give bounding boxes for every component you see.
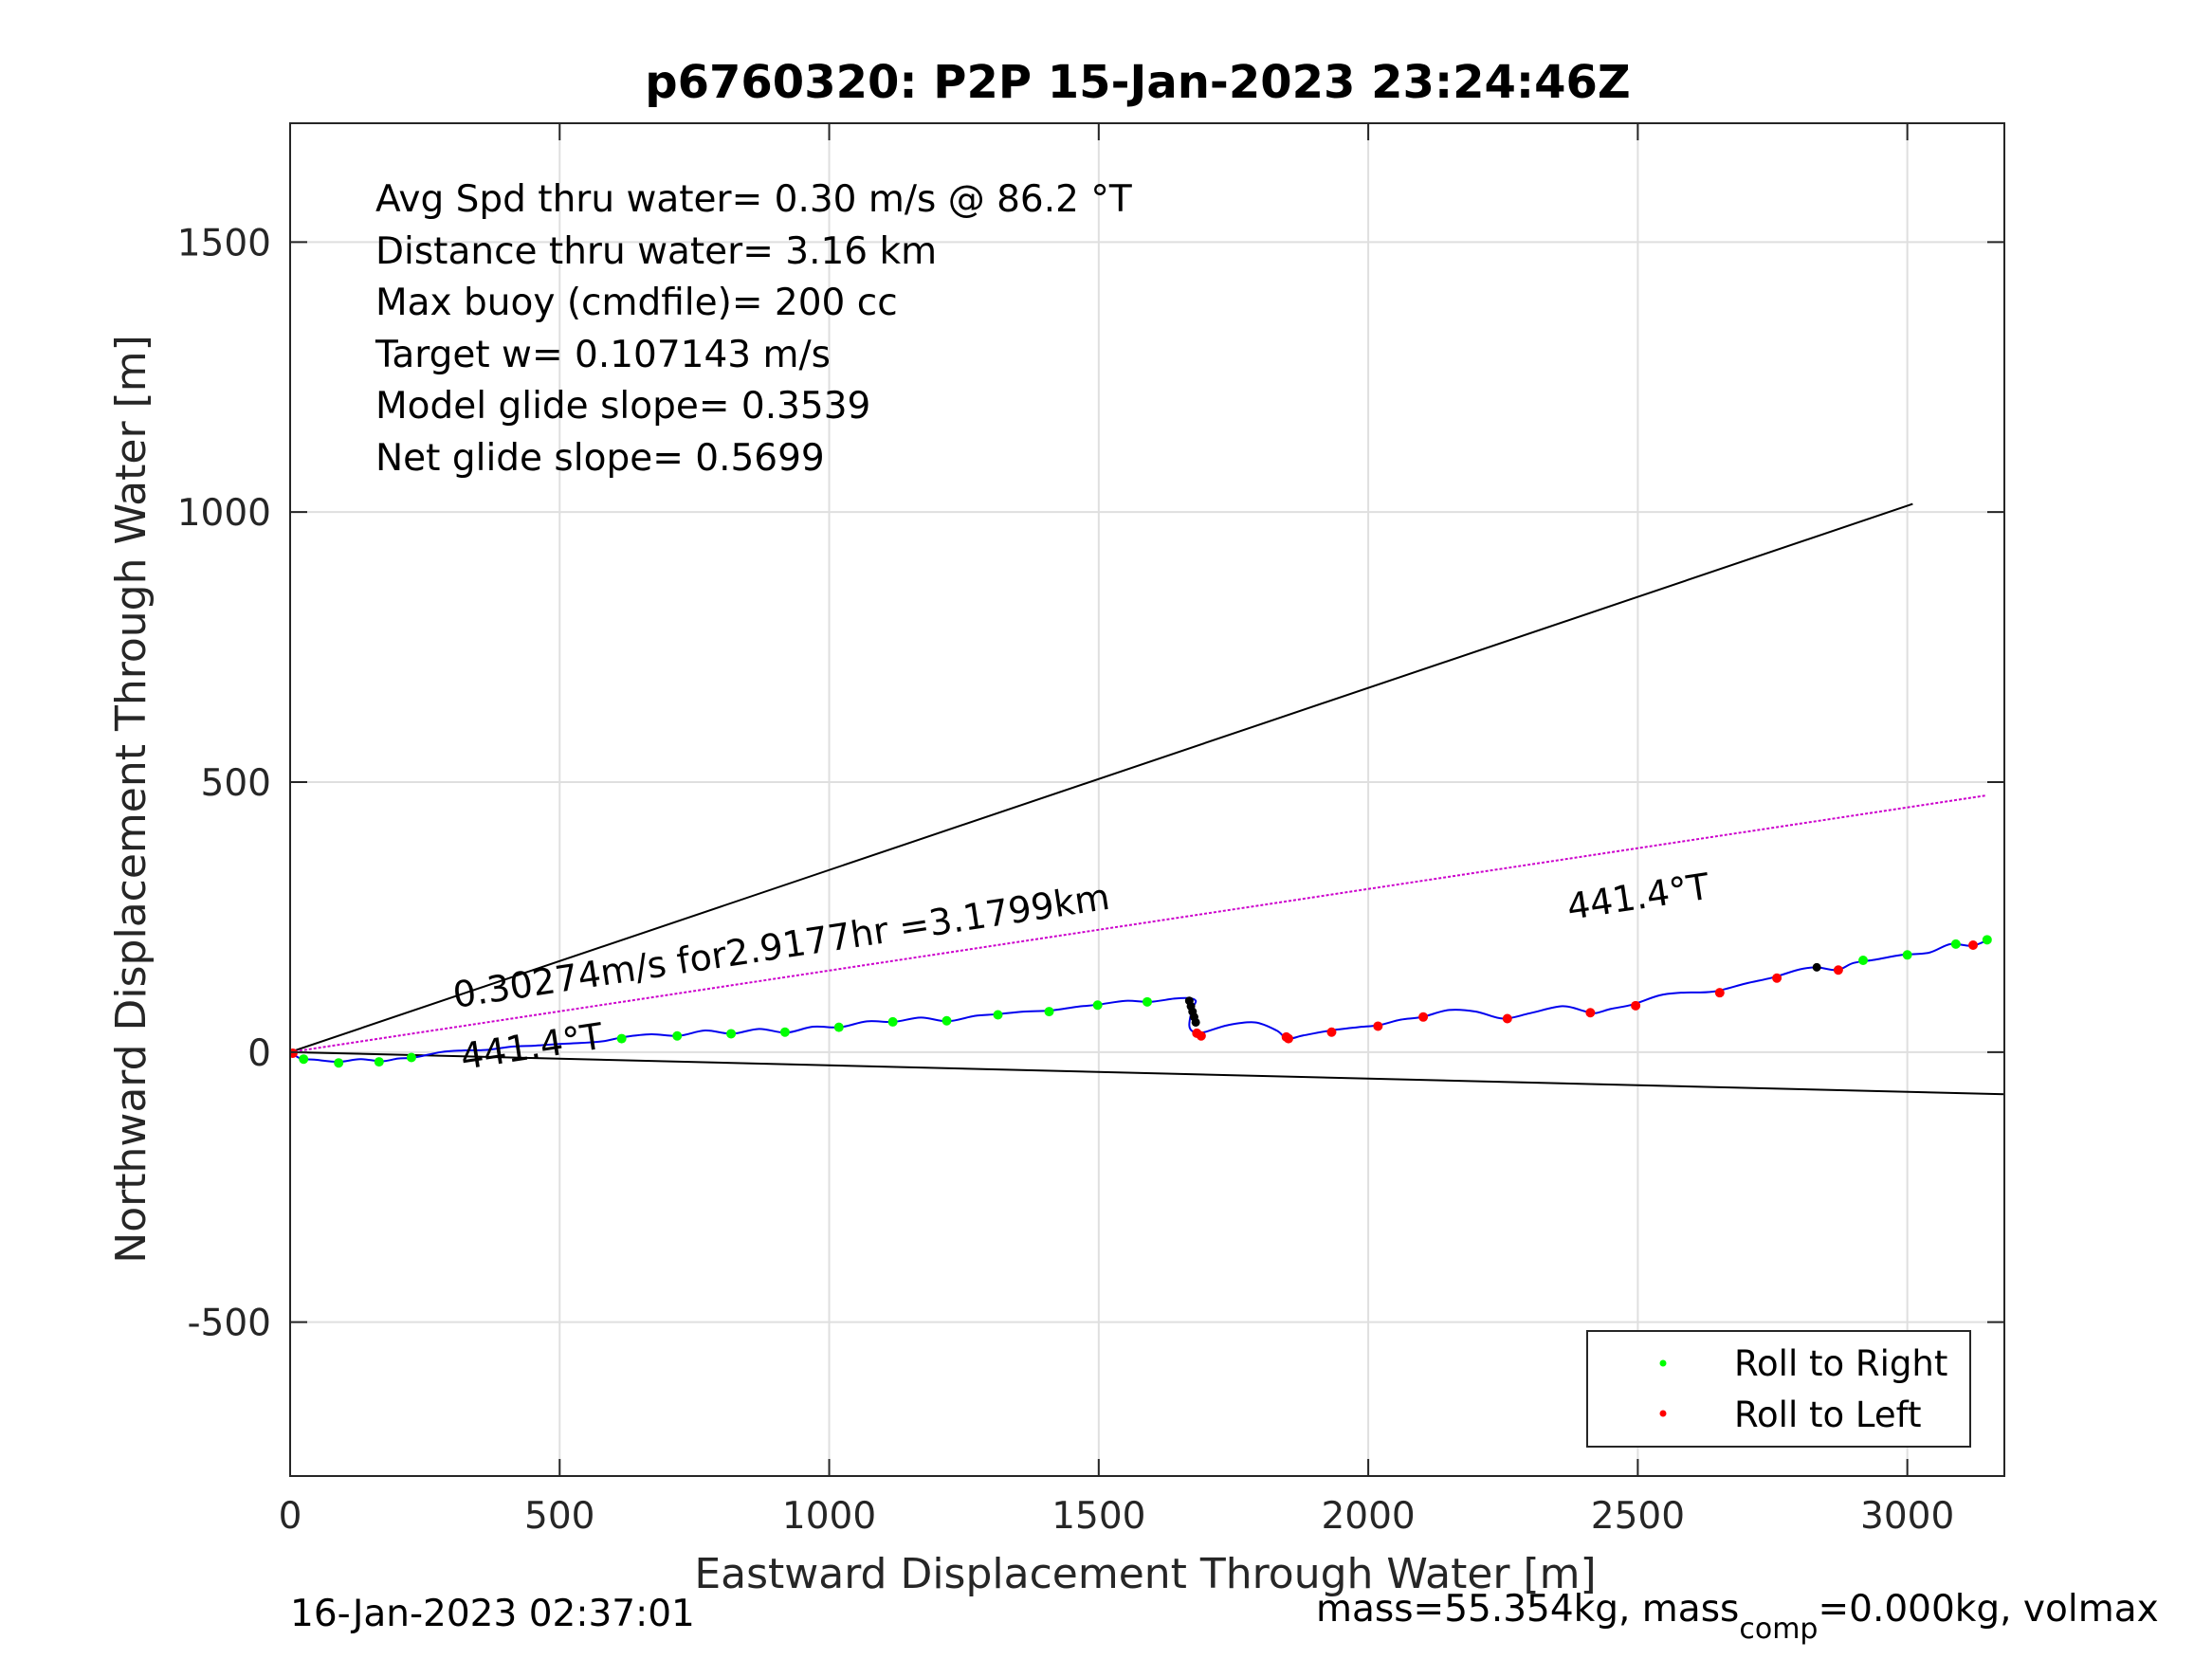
y-axis-label: Northward Displacement Through Water [m] xyxy=(107,335,155,1263)
plot-frame xyxy=(289,122,2005,1477)
roll-to-right-marker xyxy=(374,1057,384,1067)
roll-to-left-marker xyxy=(290,1048,298,1058)
roll-to-right-marker xyxy=(672,1030,683,1041)
y-tick-label: -500 xyxy=(187,1303,271,1345)
roll-to-left-marker xyxy=(1714,988,1725,998)
roll-to-right-marker xyxy=(1143,996,1152,1007)
x-tick-label: 3000 xyxy=(1860,1495,1954,1538)
roll-to-right-marker xyxy=(1858,955,1869,965)
info-line-net-glide: Net glide slope= 0.5699 xyxy=(375,437,825,480)
info-text-block: Avg Spd thru water= 0.30 m/s @ 86.2 °T D… xyxy=(375,178,1132,480)
y-tick-label: 1000 xyxy=(177,492,271,535)
info-line-model-glide: Model glide slope= 0.3539 xyxy=(375,385,870,428)
roll-to-right-marker xyxy=(941,1015,952,1026)
x-tick-label: 500 xyxy=(524,1495,594,1538)
info-line-target-w: Target w= 0.107143 m/s xyxy=(375,334,831,376)
footer-timestamp: 16-Jan-2023 02:37:01 xyxy=(290,1593,695,1635)
waypoint-marker xyxy=(1191,1017,1200,1027)
legend: Roll to Right Roll to Left xyxy=(1586,1330,1971,1448)
mean-track-line xyxy=(290,794,1986,1053)
footer-mass-prefix: mass=55.354kg, mass xyxy=(1316,1588,1739,1631)
roll-to-left-marker xyxy=(1968,940,1979,951)
roll-to-left-marker xyxy=(1631,1000,1641,1011)
roll-to-right-marker xyxy=(334,1058,344,1068)
legend-roll-left-label: Roll to Left xyxy=(1734,1395,1922,1435)
roll-to-left-marker xyxy=(1326,1027,1337,1037)
legend-roll-left-marker xyxy=(1659,1410,1667,1417)
roll-to-right-marker xyxy=(616,1033,627,1044)
roll-to-right-marker xyxy=(887,1016,898,1027)
x-tick-label: 0 xyxy=(279,1495,302,1538)
roll-to-right-marker xyxy=(1092,1000,1103,1011)
roll-to-left-marker xyxy=(1196,1030,1206,1041)
grid-lines xyxy=(289,123,2004,1476)
legend-roll-right-marker xyxy=(1659,1359,1667,1367)
x-tick-label: 1000 xyxy=(782,1495,876,1538)
roll-to-right-marker xyxy=(993,1010,1003,1020)
lower-bound-line xyxy=(290,1050,2004,1096)
roll-to-left-marker xyxy=(1502,1013,1512,1024)
info-line-distance: Distance thru water= 3.16 km xyxy=(375,230,937,273)
roll-markers xyxy=(290,935,1992,1068)
roll-to-left-marker xyxy=(1418,1012,1429,1022)
chart-title: p6760320: P2P 15-Jan-2023 23:24:46Z xyxy=(645,56,1630,109)
x-tick-label: 1500 xyxy=(1051,1495,1145,1538)
roll-to-right-marker xyxy=(1902,950,1912,960)
x-axis-label: Eastward Displacement Through Water [m] xyxy=(694,1550,1596,1598)
roll-to-right-marker xyxy=(1044,1007,1054,1017)
x-tick-label: 2500 xyxy=(1591,1495,1685,1538)
legend-roll-right-label: Roll to Right xyxy=(1734,1343,1947,1384)
roll-to-left-marker xyxy=(1373,1021,1383,1031)
y-tick-label: 1500 xyxy=(177,222,271,264)
info-line-max-buoy: Max buoy (cmdfile)= 200 cc xyxy=(375,282,898,324)
roll-to-left-marker xyxy=(1772,973,1782,983)
legend-box xyxy=(1586,1330,1971,1448)
x-tick-label: 2000 xyxy=(1321,1495,1415,1538)
roll-to-right-marker xyxy=(1982,935,1992,945)
waypoint-marker xyxy=(1812,962,1821,972)
roll-to-right-marker xyxy=(406,1052,416,1063)
glider-track-line xyxy=(290,939,1989,1064)
roll-to-right-marker xyxy=(779,1027,790,1037)
roll-to-left-marker xyxy=(1833,965,1843,975)
footer-mass-subscript: comp xyxy=(1739,1613,1818,1646)
footer-mass-info: mass=55.354kg, masscomp=0.000kg, volmax xyxy=(1316,1588,2159,1646)
roll-to-left-marker xyxy=(1283,1033,1293,1044)
axis-ticks: 0 500 1000 1500 2000 2500 3000 -500 0 500 1000 1500 xyxy=(177,123,2004,1538)
roll-to-right-marker xyxy=(1950,939,1961,949)
reference-lines xyxy=(290,502,2004,1096)
roll-to-right-marker xyxy=(726,1029,737,1039)
footer-mass-suffix: =0.000kg, volmax xyxy=(1818,1588,2158,1631)
info-line-avg-speed: Avg Spd thru water= 0.30 m/s @ 86.2 °T xyxy=(375,178,1132,221)
roll-to-right-marker xyxy=(299,1054,309,1065)
y-tick-label: 500 xyxy=(201,762,271,805)
upper-bound-line xyxy=(290,502,1913,1053)
y-tick-label: 0 xyxy=(247,1032,271,1075)
plot-background xyxy=(290,123,2004,1476)
roll-to-left-marker xyxy=(1585,1008,1596,1018)
roll-to-right-marker xyxy=(833,1022,844,1032)
